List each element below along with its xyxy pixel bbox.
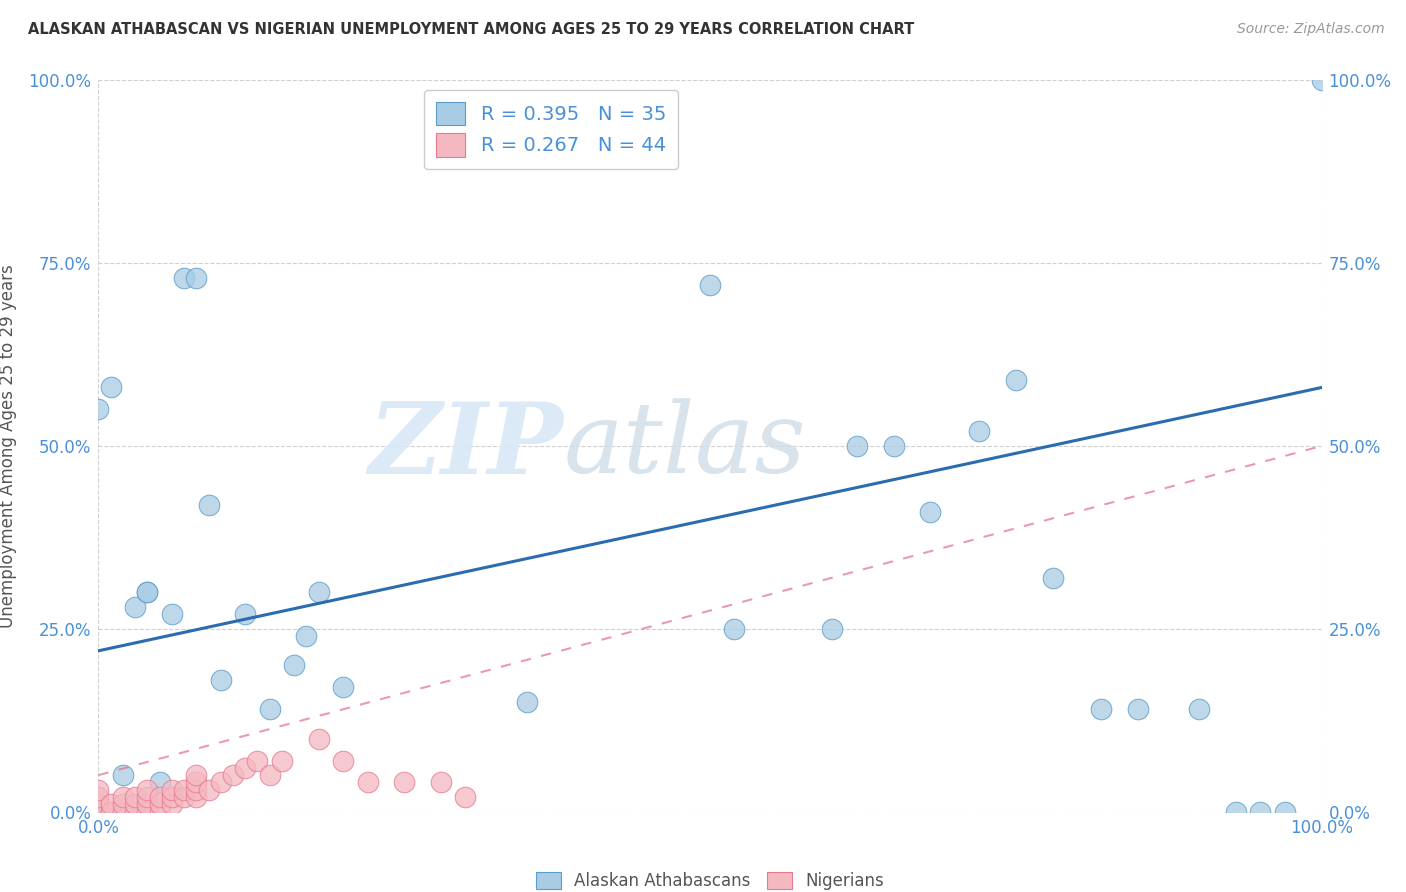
Point [186, 775, 208, 789]
Text: ALASKAN ATHABASCAN VS NIGERIAN UNEMPLOYMENT AMONG AGES 25 TO 29 YEARS CORRELATIO: ALASKAN ATHABASCAN VS NIGERIAN UNEMPLOYM… [28, 22, 914, 37]
Point [160, 782, 183, 797]
Legend: R = 0.395   N = 35, R = 0.267   N = 44: R = 0.395 N = 35, R = 0.267 N = 44 [425, 90, 678, 169]
Point [160, 607, 183, 622]
Point [1090, 702, 1112, 716]
Point [1249, 805, 1271, 819]
Point [1225, 805, 1247, 819]
Point [197, 498, 219, 512]
Point [1128, 702, 1150, 716]
Point [173, 790, 195, 805]
Point [883, 439, 905, 453]
Point [186, 768, 208, 782]
Point [136, 585, 159, 599]
Y-axis label: Unemployment Among Ages 25 to 29 years: Unemployment Among Ages 25 to 29 years [0, 264, 17, 628]
Point [149, 790, 172, 805]
Point [87, 402, 110, 417]
Point [111, 768, 134, 782]
Point [173, 782, 195, 797]
Point [100, 805, 122, 819]
Point [100, 380, 122, 394]
Point [136, 797, 159, 812]
Point [100, 797, 122, 812]
Text: ZIP: ZIP [368, 398, 564, 494]
Point [259, 768, 281, 782]
Point [124, 790, 146, 805]
Point [124, 599, 146, 614]
Point [454, 790, 477, 805]
Point [845, 439, 868, 453]
Point [332, 681, 354, 695]
Point [149, 797, 172, 812]
Point [1042, 571, 1064, 585]
Point [186, 782, 208, 797]
Point [1004, 373, 1026, 387]
Point [920, 505, 942, 519]
Point [136, 790, 159, 805]
Point [233, 607, 256, 622]
Text: Source: ZipAtlas.com: Source: ZipAtlas.com [1237, 22, 1385, 37]
Point [356, 775, 378, 789]
Point [87, 805, 110, 819]
Point [136, 805, 159, 819]
Point [821, 622, 844, 636]
Point [111, 797, 134, 812]
Text: atlas: atlas [564, 399, 806, 493]
Point [87, 782, 110, 797]
Point [160, 790, 183, 805]
Point [111, 805, 134, 819]
Point [1188, 702, 1211, 716]
Point [308, 731, 330, 746]
Point [332, 754, 354, 768]
Point [136, 782, 159, 797]
Point [222, 768, 245, 782]
Point [723, 622, 745, 636]
Point [392, 775, 416, 789]
Point [87, 805, 110, 819]
Point [197, 782, 219, 797]
Point [87, 790, 110, 805]
Point [967, 425, 990, 439]
Point [173, 270, 195, 285]
Point [111, 790, 134, 805]
Point [149, 805, 172, 819]
Point [233, 761, 256, 775]
Point [87, 805, 110, 819]
Point [209, 775, 232, 789]
Point [270, 754, 294, 768]
Point [149, 775, 172, 789]
Point [124, 797, 146, 812]
Point [295, 629, 318, 643]
Point [186, 270, 208, 285]
Point [124, 805, 146, 819]
Point [209, 673, 232, 687]
Point [1310, 73, 1333, 87]
Point [186, 790, 208, 805]
Point [308, 585, 330, 599]
Point [283, 658, 305, 673]
Point [259, 702, 281, 716]
Point [87, 797, 110, 812]
Point [160, 797, 183, 812]
Point [515, 695, 537, 709]
Point [100, 805, 122, 819]
Point [136, 585, 159, 599]
Point [699, 278, 721, 293]
Point [246, 754, 269, 768]
Point [1274, 805, 1296, 819]
Point [430, 775, 453, 789]
